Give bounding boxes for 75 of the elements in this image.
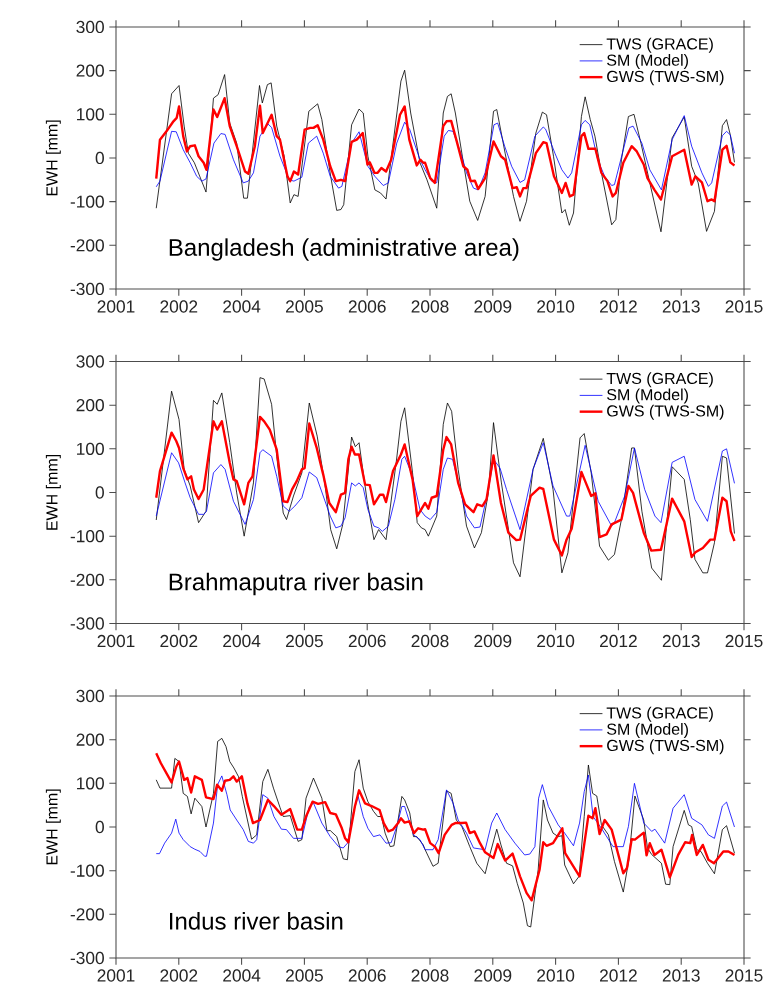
y-tick-label: 300 (76, 355, 104, 368)
annotation: Brahmaputra river basin (169, 572, 423, 596)
x-tick-label: 2001 (97, 969, 135, 982)
x-tick-label: 2006 (348, 969, 386, 982)
x-tick-label: 2015 (725, 300, 763, 313)
x-tick-label: 2004 (223, 300, 261, 313)
y-tick-label: -100 (70, 530, 104, 543)
x-tick-label: 2008 (411, 300, 449, 313)
x-tick-label: 2010 (537, 634, 575, 648)
x-tick-label: 2005 (286, 300, 323, 313)
y-tick-label: 0 (95, 486, 104, 499)
y-tick-label: 0 (95, 820, 104, 834)
y-tick-label: 300 (76, 20, 104, 34)
y-tick-label: -200 (70, 573, 104, 586)
x-tick-label: 2008 (411, 634, 449, 648)
x-tick-label: 2015 (725, 969, 763, 982)
y-axis-title: EWH [mm] (45, 120, 61, 196)
legend-label: TWS (GRACE) (606, 372, 713, 388)
line-series (155, 774, 735, 857)
x-tick-label: 2002 (160, 300, 198, 313)
x-tick-label: 2012 (600, 300, 637, 313)
x-tick-label: 2013 (662, 634, 700, 648)
x-tick-label: 2005 (286, 969, 323, 982)
legend-label: TWS (GRACE) (606, 706, 713, 722)
x-tick-label: 2012 (600, 634, 637, 648)
x-tick-label: 2009 (474, 300, 512, 313)
line-series (155, 442, 735, 532)
legend-label: GWS (TWS-SM) (607, 70, 724, 86)
annotation: Bangladesh (administrative area) (169, 238, 519, 261)
line-series (155, 737, 735, 928)
x-tick-label: 2002 (160, 634, 198, 648)
line-series (155, 69, 735, 233)
legend-label: TWS (GRACE) (606, 37, 713, 53)
x-tick-label: 2013 (662, 969, 700, 982)
x-tick-label: 2001 (97, 300, 135, 313)
annotation: Indus river basin (170, 912, 343, 930)
y-tick-label: -300 (70, 282, 104, 296)
y-tick-label: 200 (76, 399, 104, 412)
line-series (155, 96, 736, 203)
y-tick-label: 200 (76, 64, 104, 77)
x-tick-label: 2013 (662, 300, 700, 313)
y-tick-label: 100 (77, 442, 104, 455)
x-tick-label: 2009 (474, 969, 512, 982)
x-tick-label: 2001 (97, 634, 135, 648)
y-tick-label: 0 (95, 151, 104, 165)
x-tick-label: 2004 (223, 634, 261, 648)
legend-label: SM (Model) (607, 54, 688, 69)
y-tick-label: 300 (76, 689, 104, 703)
y-axis-title: EWH [mm] (45, 454, 61, 530)
x-tick-label: 2002 (160, 969, 198, 982)
y-tick-label: -300 (70, 951, 104, 965)
x-tick-label: 2005 (286, 634, 323, 648)
y-tick-label: -200 (70, 239, 104, 252)
x-tick-label: 2010 (537, 300, 575, 313)
legend-label: GWS (TWS-SM) (607, 404, 724, 420)
legend-label: SM (Model) (607, 388, 688, 404)
x-tick-label: 2006 (348, 300, 386, 313)
x-tick-label: 2006 (348, 634, 386, 648)
x-tick-label: 2015 (725, 634, 763, 648)
y-tick-label: 200 (76, 733, 104, 746)
y-tick-label: -200 (70, 908, 104, 921)
line-series (155, 115, 735, 191)
y-axis-title: EWH [mm] (45, 789, 61, 865)
y-tick-label: 100 (77, 777, 104, 790)
legend-label: GWS (TWS-SM) (607, 739, 724, 755)
y-tick-label: 100 (77, 108, 104, 121)
x-tick-label: 2010 (537, 969, 575, 982)
x-tick-label: 2008 (411, 969, 449, 982)
y-tick-label: -300 (70, 617, 104, 630)
y-tick-label: -100 (70, 864, 104, 877)
x-tick-label: 2012 (600, 969, 637, 982)
y-tick-label: -100 (70, 195, 104, 208)
x-tick-label: 2009 (474, 634, 512, 648)
x-tick-label: 2004 (223, 969, 261, 982)
legend-label: SM (Model) (607, 723, 688, 738)
